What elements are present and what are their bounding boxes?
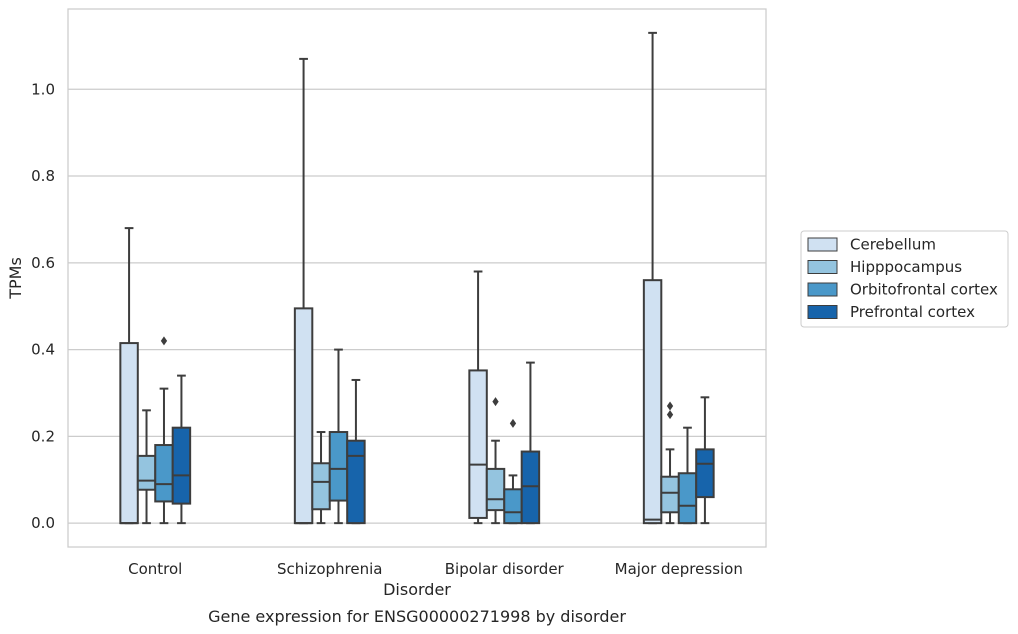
box-2-0 [468, 270, 488, 525]
box-iqr [485, 467, 506, 512]
box-iqr [119, 342, 139, 525]
box-iqr [677, 472, 698, 525]
x-tick-label: Bipolar disorder [445, 560, 565, 578]
box-3-3 [695, 396, 715, 525]
y-tick-label: 0.6 [31, 254, 55, 272]
legend-item: Hipppocampus [807, 258, 962, 276]
legend: Cerebellum Hipppocampus Orbitofrontal cort… [800, 230, 1009, 328]
x-tick-label: Major depression [615, 560, 743, 578]
legend-frame [800, 230, 1009, 328]
box-iqr [328, 431, 349, 502]
box-group-3 [642, 31, 715, 525]
figure-caption: Gene expression for ENSG00000271998 by d… [208, 607, 626, 626]
box-iqr [468, 369, 488, 519]
outlier-point [666, 410, 674, 420]
box-1-2 [328, 348, 349, 525]
box-3-0 [642, 31, 663, 525]
legend-items: Cerebellum Hipppocampus Orbitofrontal cort… [807, 236, 998, 321]
box-0-0 [119, 227, 139, 525]
x-tick-label: Control [128, 560, 182, 578]
box-3-1 [660, 401, 680, 525]
legend-item: Orbitofrontal cortex [807, 281, 998, 299]
y-tick-label: 0.4 [31, 341, 55, 359]
box-1-3 [346, 378, 366, 525]
box-iqr [520, 450, 541, 525]
box-group-0 [119, 227, 192, 525]
box-iqr [154, 444, 174, 503]
box-1-0 [293, 57, 314, 525]
box-iqr [136, 454, 157, 491]
legend-label: Prefrontal cortex [850, 303, 975, 321]
box-group-1 [293, 57, 366, 525]
y-tick-label: 0.8 [31, 167, 55, 185]
y-tick-labels: 0.0 0.2 0.4 0.6 0.8 1.0 [31, 80, 55, 532]
box-group-2 [468, 270, 541, 525]
legend-swatch [807, 305, 838, 319]
legend-item: Prefrontal cortex [807, 303, 975, 321]
box-iqr [171, 426, 192, 505]
y-tick-label: 0.2 [31, 427, 55, 445]
plot-frame [67, 8, 767, 548]
y-tick-label: 1.0 [31, 80, 55, 98]
outlier-point [492, 397, 499, 407]
box-iqr [695, 448, 715, 499]
box-0-3 [171, 374, 192, 525]
box-iqr [346, 439, 366, 525]
y-tick-label: 0.0 [31, 514, 55, 532]
box-iqr [642, 279, 663, 525]
x-tick-labels: Control Schizophrenia Bipolar disorder Majo… [128, 560, 743, 578]
box-iqr [660, 475, 680, 514]
x-tick-label: Schizophrenia [277, 560, 382, 578]
box-2-3 [520, 361, 541, 525]
box-2-1 [485, 397, 506, 525]
outlier-point [509, 418, 517, 428]
x-axis-title: Disorder [383, 580, 451, 599]
legend-label: Hipppocampus [850, 258, 962, 276]
box-iqr [293, 307, 314, 525]
box-2-2 [503, 418, 523, 525]
box-groups [119, 31, 715, 525]
box-iqr [503, 488, 523, 525]
legend-label: Cerebellum [850, 236, 936, 254]
outlier-point [666, 401, 674, 411]
legend-item: Cerebellum [807, 236, 936, 254]
legend-label: Orbitofrontal cortex [850, 281, 998, 299]
outlier-point [160, 336, 168, 346]
legend-swatch [807, 260, 838, 274]
y-axis-title: TPMs [6, 257, 25, 300]
legend-swatch [807, 237, 838, 252]
box-iqr [311, 462, 331, 511]
box-0-1 [136, 409, 157, 525]
legend-swatch [807, 282, 838, 297]
box-3-2 [677, 426, 698, 525]
